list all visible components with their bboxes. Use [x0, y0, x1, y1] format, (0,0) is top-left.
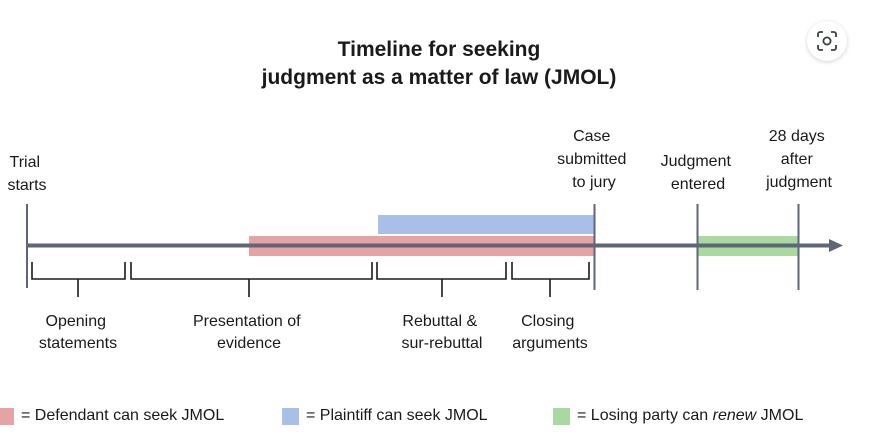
timeline-diagram: Trial starts Case submitted to jury Judg…: [7, 128, 843, 352]
legend-defendant-text: = Defendant can seek JMOL: [21, 407, 225, 424]
judgment-entered-label: Judgment entered: [661, 153, 736, 193]
renew-swatch: [553, 407, 570, 425]
legend-defendant: = Defendant can seek JMOL: [0, 405, 224, 427]
timeline-arrowhead: [829, 239, 843, 252]
legend-plaintiff: = Plaintiff can seek JMOL: [282, 405, 488, 427]
rebuttal-label: Rebuttal & sur-rebuttal: [402, 313, 483, 352]
opening-bracket: [31, 262, 126, 297]
lens-search-button[interactable]: [807, 21, 847, 61]
diagram-title-line-1: Timeline for seeking: [337, 38, 541, 61]
presentation-evidence-label: Presentation of evidence: [193, 313, 305, 352]
legend-plaintiff-text: = Plaintiff can seek JMOL: [306, 407, 488, 424]
closing-bracket: [511, 262, 590, 297]
presentation-bracket: [130, 262, 373, 297]
trial-starts-label: Trial starts: [7, 154, 46, 194]
legend-renew: = Losing party can renew JMOL: [553, 405, 803, 427]
lens-search-icon: [817, 31, 837, 51]
deadline-label: 28 days after judgment: [765, 128, 832, 191]
defendant-swatch: [0, 407, 14, 425]
case-submitted-label: Case submitted to jury: [557, 128, 631, 191]
opening-statements-label: Opening statements: [39, 313, 117, 352]
closing-arguments-label: Closing arguments: [512, 313, 588, 352]
plaintiff-jmol-bar: [378, 215, 595, 234]
plaintiff-swatch: [282, 407, 299, 425]
legend-renew-text: = Losing party can renew JMOL: [577, 407, 804, 424]
diagram-title-line-2: judgment as a matter of law (JMOL): [261, 66, 617, 89]
rebuttal-bracket: [376, 262, 507, 297]
